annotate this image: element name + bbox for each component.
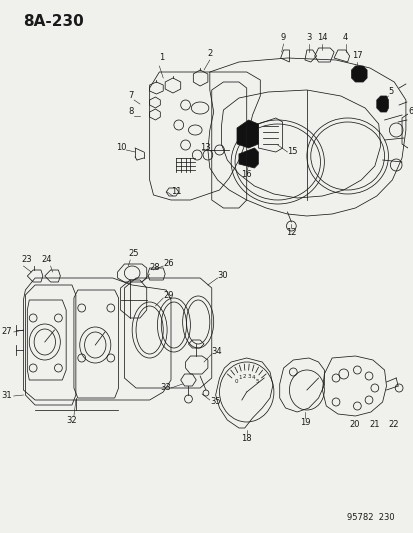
Text: 2: 2 xyxy=(206,49,212,58)
Text: 26: 26 xyxy=(163,260,173,269)
Polygon shape xyxy=(351,66,366,82)
Text: 8: 8 xyxy=(128,108,134,117)
Polygon shape xyxy=(238,148,258,168)
Text: 28: 28 xyxy=(149,263,160,272)
Text: 25: 25 xyxy=(128,249,138,258)
Text: 4: 4 xyxy=(252,375,255,381)
Text: 18: 18 xyxy=(241,434,252,443)
Text: 13: 13 xyxy=(199,143,210,152)
Text: 8A-230: 8A-230 xyxy=(24,14,84,29)
Text: 3: 3 xyxy=(305,33,311,42)
Text: 5: 5 xyxy=(255,379,259,384)
Text: 30: 30 xyxy=(217,271,228,280)
Text: 27: 27 xyxy=(1,327,12,336)
Text: 21: 21 xyxy=(368,420,379,429)
Text: 2: 2 xyxy=(242,374,245,379)
Polygon shape xyxy=(376,96,387,112)
Text: 33: 33 xyxy=(160,384,171,392)
Text: 0: 0 xyxy=(234,379,237,384)
Text: 3: 3 xyxy=(247,374,250,379)
Text: 95782  230: 95782 230 xyxy=(346,513,393,522)
Text: 16: 16 xyxy=(241,170,252,179)
Text: 35: 35 xyxy=(209,398,220,407)
Text: 22: 22 xyxy=(387,420,398,429)
Text: 15: 15 xyxy=(287,148,297,157)
Text: 29: 29 xyxy=(163,292,173,301)
Text: 17: 17 xyxy=(351,51,362,60)
Text: 34: 34 xyxy=(211,348,222,357)
Text: 11: 11 xyxy=(171,187,181,196)
Text: 32: 32 xyxy=(66,416,77,425)
Text: 31: 31 xyxy=(1,392,12,400)
Text: 4: 4 xyxy=(342,33,347,42)
Text: 6: 6 xyxy=(408,108,413,117)
Text: 5: 5 xyxy=(387,87,393,96)
Text: 20: 20 xyxy=(349,420,359,429)
Text: 14: 14 xyxy=(316,33,327,42)
Text: 23: 23 xyxy=(21,255,32,264)
Text: 12: 12 xyxy=(285,228,296,237)
Text: 1: 1 xyxy=(159,53,164,62)
Text: 9: 9 xyxy=(280,33,285,42)
Text: 19: 19 xyxy=(299,418,309,427)
Text: 7: 7 xyxy=(128,92,134,101)
Text: 1: 1 xyxy=(237,375,241,381)
Text: 10: 10 xyxy=(116,143,126,152)
Polygon shape xyxy=(236,120,258,148)
Text: 24: 24 xyxy=(41,255,52,264)
